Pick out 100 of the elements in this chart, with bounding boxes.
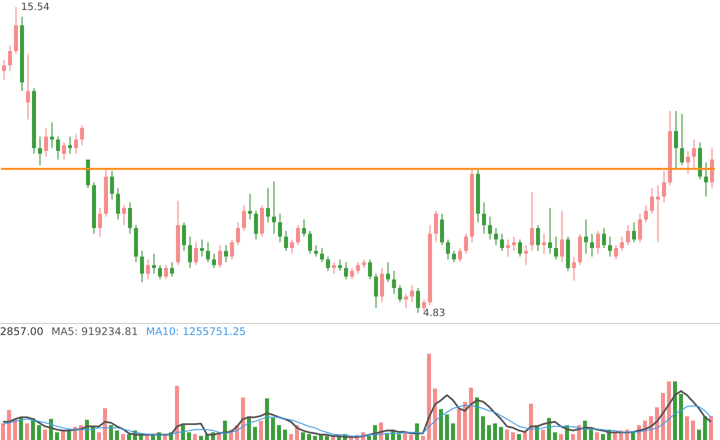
candlestick (224, 244, 228, 263)
candlestick (464, 233, 468, 254)
candlestick (392, 270, 396, 294)
candlestick (296, 224, 300, 246)
candlestick (404, 293, 408, 308)
candlestick (284, 230, 288, 252)
text: 2857.00 (0, 326, 44, 338)
annotation: 4.83 (423, 308, 446, 319)
candlestick (608, 236, 612, 258)
candlestick (482, 202, 486, 234)
candlestick (62, 142, 66, 160)
candlestick (506, 238, 510, 258)
annotation: 15.54 (21, 2, 50, 14)
candlestick (74, 133, 78, 154)
candlestick (458, 248, 462, 263)
candlestick (50, 122, 54, 149)
candlestick (242, 204, 246, 232)
candlestick (650, 188, 654, 214)
candlestick (368, 258, 372, 280)
candlestick (2, 59, 6, 80)
candlestick (596, 230, 600, 254)
candlestick (308, 230, 312, 254)
candlestick (434, 210, 438, 243)
candlestick (602, 228, 606, 249)
candlestick (686, 150, 690, 174)
candlestick (350, 268, 354, 280)
candlestick (662, 170, 666, 203)
candlestick (572, 256, 576, 282)
candlestick (80, 124, 84, 146)
candlestick (692, 139, 696, 169)
candlestick (500, 233, 504, 252)
candlestick (146, 258, 150, 280)
candlestick (626, 224, 630, 246)
candlestick (152, 253, 156, 274)
candlestick (656, 184, 660, 243)
candlestick (320, 248, 324, 263)
candlestick (452, 250, 456, 263)
candlestick (188, 236, 192, 269)
candlestick (614, 244, 618, 260)
candlestick (236, 222, 240, 246)
candlestick (26, 53, 30, 120)
candlestick (344, 262, 348, 280)
candlestick (644, 204, 648, 223)
candlestick (248, 193, 252, 220)
candlestick (356, 262, 360, 274)
candlestick (122, 204, 126, 226)
candlestick (56, 136, 60, 160)
candlestick (332, 262, 336, 274)
candlestick (326, 256, 330, 272)
candlestick (710, 148, 714, 189)
candlestick (212, 253, 216, 269)
candlestick (632, 222, 636, 243)
candlestick (218, 244, 222, 269)
candlestick (494, 228, 498, 246)
candlestick (386, 262, 390, 283)
candlestick (518, 238, 522, 258)
candlestick (674, 110, 678, 169)
candlestick (302, 218, 306, 238)
candlestick (164, 264, 168, 280)
candlestick (416, 287, 420, 314)
candlestick (554, 236, 558, 260)
candlestick (620, 236, 624, 252)
candlestick (410, 284, 414, 303)
text: MA10: 1255751.25 (146, 326, 246, 338)
candlestick (158, 264, 162, 280)
candlestick (140, 250, 144, 283)
candlestick (290, 238, 294, 254)
candlestick (182, 222, 186, 252)
candlestick (8, 44, 12, 72)
candlestick (536, 224, 540, 252)
candlestick (560, 210, 564, 263)
candlestick (584, 218, 588, 254)
candlestick (680, 113, 684, 166)
candlestick (98, 208, 102, 238)
candlestick (170, 262, 174, 278)
candlestick (110, 170, 114, 200)
candlestick (230, 238, 234, 260)
candlestick (266, 188, 270, 223)
candlestick (68, 136, 72, 154)
candlestick (200, 238, 204, 258)
candlestick (38, 136, 42, 166)
candlestick (380, 268, 384, 303)
candlestick (338, 258, 342, 272)
candlestick (194, 242, 198, 266)
candlestick (590, 233, 594, 258)
candlestick (704, 162, 708, 198)
candlestick (446, 238, 450, 260)
candlestick (440, 213, 444, 246)
candlestick (374, 273, 378, 308)
text: MA5: 919234.81 (51, 326, 138, 338)
candlestick (278, 213, 282, 243)
candlestick (638, 213, 642, 243)
candlestick (254, 210, 258, 240)
candlestick (530, 192, 534, 252)
candlestick (488, 216, 492, 240)
candlestick (398, 284, 402, 303)
candlestick (128, 202, 132, 234)
candlestick (44, 128, 48, 158)
candlestick (548, 208, 552, 254)
candlestick (206, 242, 210, 263)
